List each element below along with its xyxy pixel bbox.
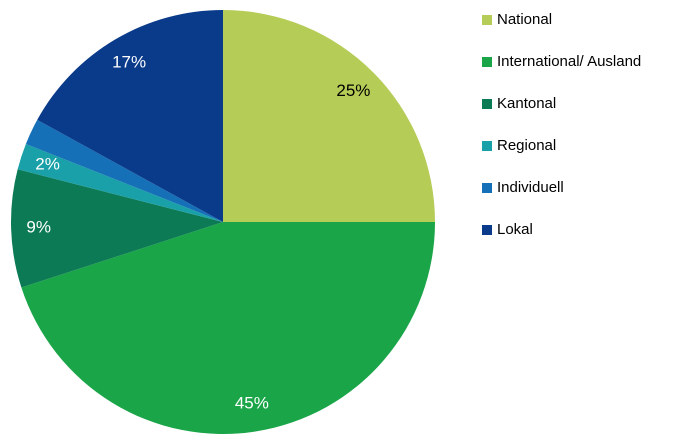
legend-label: International/ Ausland <box>497 53 641 70</box>
pie-slice <box>21 222 436 434</box>
legend-label: National <box>497 11 552 28</box>
legend-label: Individuell <box>497 179 564 196</box>
legend-swatch <box>482 225 492 235</box>
pie-slice <box>11 169 224 288</box>
legend-label: Kantonal <box>497 95 556 112</box>
legend-swatch <box>482 99 492 109</box>
pie-slice <box>37 10 223 222</box>
legend-label: Lokal <box>497 221 533 238</box>
pie-slice <box>17 143 223 222</box>
value-label: 45% <box>235 394 269 413</box>
value-label: 17% <box>112 53 146 72</box>
legend-swatch <box>482 183 492 193</box>
pie-slice <box>25 119 223 222</box>
value-label: 2% <box>35 154 60 173</box>
legend-swatch <box>482 15 492 25</box>
legend-label: Regional <box>497 137 556 154</box>
value-label: 25% <box>336 81 370 100</box>
value-label: 9% <box>26 217 51 236</box>
legend-swatch <box>482 57 492 67</box>
pie-slice <box>223 10 435 222</box>
legend-swatch <box>482 141 492 151</box>
